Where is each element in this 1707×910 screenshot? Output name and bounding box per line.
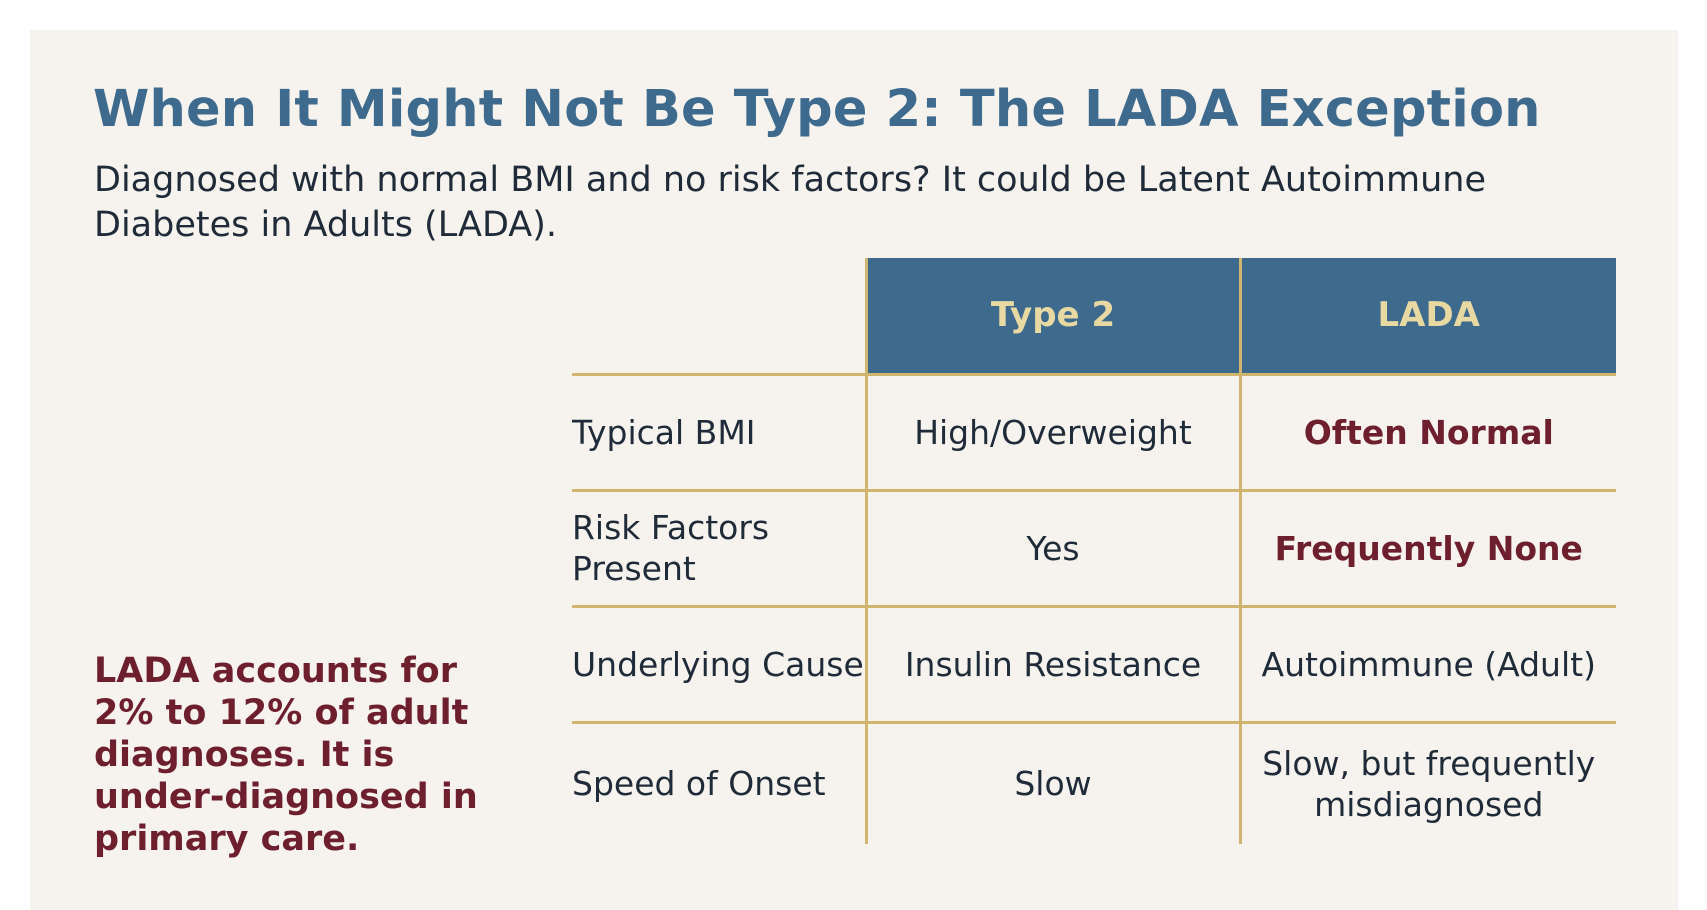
table-row: Risk Factors Present Yes Frequently None [572,490,1616,608]
type2-value: Yes [864,490,1240,608]
slide-subtitle: Diagnosed with normal BMI and no risk fa… [94,160,1487,245]
comparison-table: Type 2 LADA Typical BMI High/Overweight … [572,258,1616,844]
row-label: Typical BMI [572,374,866,492]
table-row: Typical BMI High/Overweight Often Normal [572,374,1616,492]
row-label: Risk Factors Present [572,490,866,608]
table-row: Speed of Onset Slow Slow, but frequently… [572,722,1616,844]
lada-value: Often Normal [1238,374,1616,492]
type2-value: High/Overweight [864,374,1240,492]
header-lada: LADA [1238,258,1616,376]
table-row: Underlying Cause Insulin Resistance Auto… [572,606,1616,724]
slide-title: When It Might Not Be Type 2: The LADA Ex… [93,80,1541,139]
table-header-row: Type 2 LADA [572,258,1616,376]
type2-value: Slow [864,722,1240,844]
type2-value: Insulin Resistance [864,606,1240,724]
header-type2: Type 2 [864,258,1240,376]
row-label: Speed of Onset [572,764,826,804]
lada-value: Slow, but frequently misdiagnosed [1238,722,1616,844]
row-label: Underlying Cause [572,606,866,724]
slide: When It Might Not Be Type 2: The LADA Ex… [30,30,1678,910]
lada-value: Frequently None [1238,490,1616,608]
header-empty-cell [572,258,866,376]
lada-callout: LADA accounts for 2% to 12% of adult dia… [94,651,478,859]
lada-value: Autoimmune (Adult) [1238,606,1616,724]
